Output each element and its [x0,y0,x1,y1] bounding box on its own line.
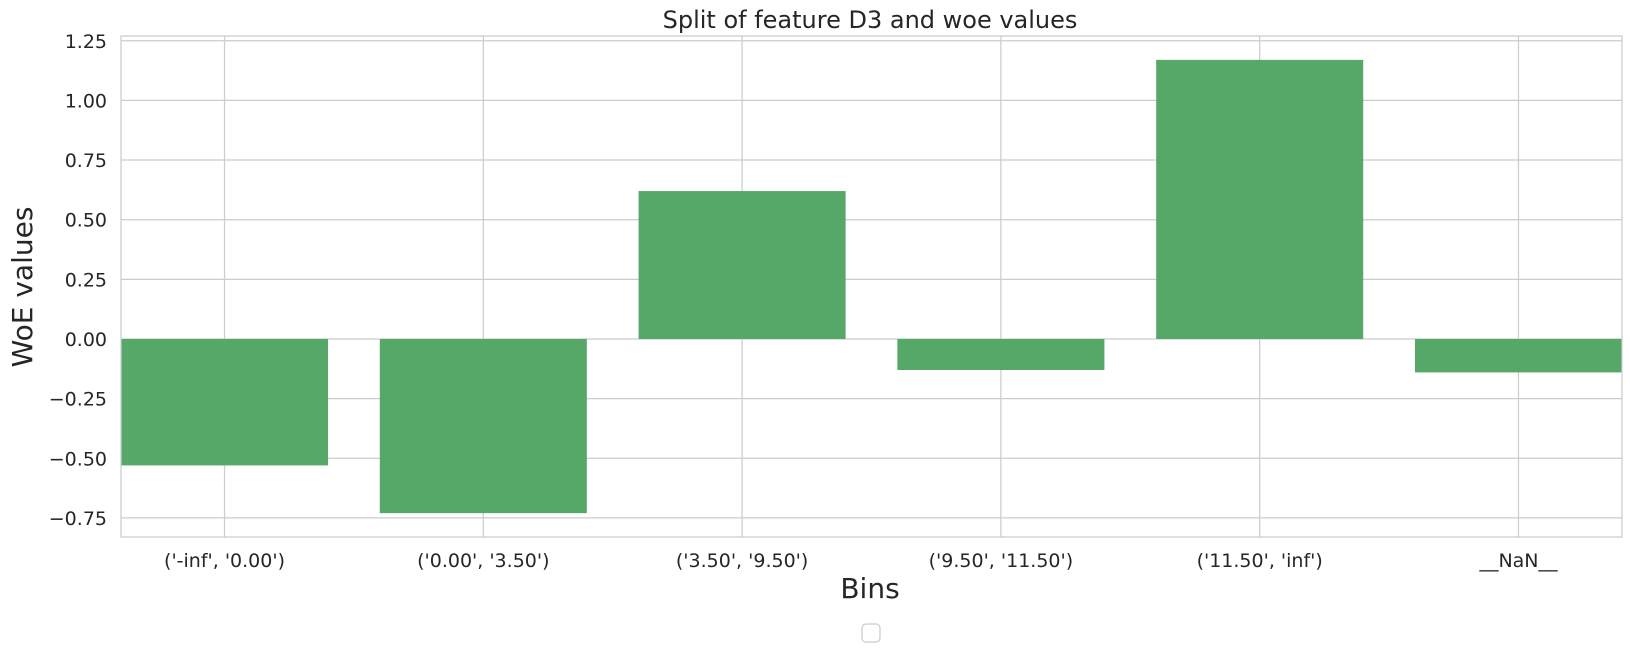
bar-5 [1414,338,1622,373]
x-tick-labels: ('-inf', '0.00') ('0.00', '3.50') ('3.50',… [164,550,1558,572]
bar-4 [1156,59,1364,339]
legend-box [861,623,881,643]
x-tick-label: ('-inf', '0.00') [164,550,285,572]
y-tick-label: 1.25 [65,31,107,53]
chart-title: Split of feature D3 and woe values [663,6,1078,34]
bars-layer [121,59,1622,514]
y-tick-label: 0.75 [65,150,107,172]
x-tick-label: ('11.50', 'inf') [1197,550,1323,572]
x-tick-label: ('9.50', '11.50') [929,550,1074,572]
plot-frame [120,35,1623,538]
x-tick-label: __NaN__ [1478,550,1558,572]
y-axis-label: WoE values [6,207,39,368]
x-tick-label: ('0.00', '3.50') [417,550,549,572]
y-tick-label: −0.25 [49,389,107,411]
y-tick-label: −0.50 [49,448,107,470]
y-tick-label: 0.50 [65,210,107,232]
y-tick-label: 1.00 [65,90,107,112]
y-tick-labels: −0.75 −0.50 −0.25 0.00 0.25 0.50 0.75 1.00 1.25 [49,31,107,530]
x-tick-label: ('3.50', '9.50') [676,550,808,572]
y-tick-label: 0.00 [65,329,107,351]
bar-2 [638,191,846,339]
x-axis-label: Bins [840,572,899,605]
y-tick-label: −0.75 [49,508,107,530]
bar-0 [121,338,329,466]
bar-1 [379,338,587,514]
y-tick-label: 0.25 [65,269,107,291]
grid-layer [121,36,1622,537]
bar-3 [897,338,1105,370]
